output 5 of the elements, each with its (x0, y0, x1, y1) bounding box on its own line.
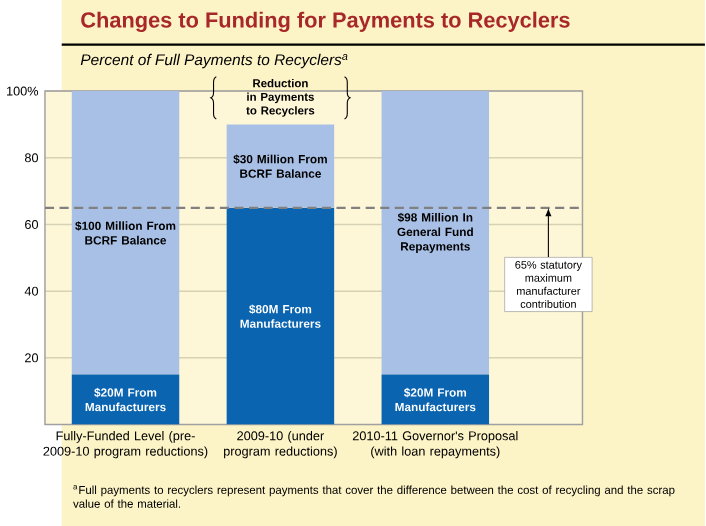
bar (226, 207, 335, 425)
bar (71, 90, 180, 375)
chart-title: Changes to Funding for Payments to Recyclers (81, 11, 570, 32)
bar (226, 124, 335, 208)
bar (381, 90, 490, 375)
